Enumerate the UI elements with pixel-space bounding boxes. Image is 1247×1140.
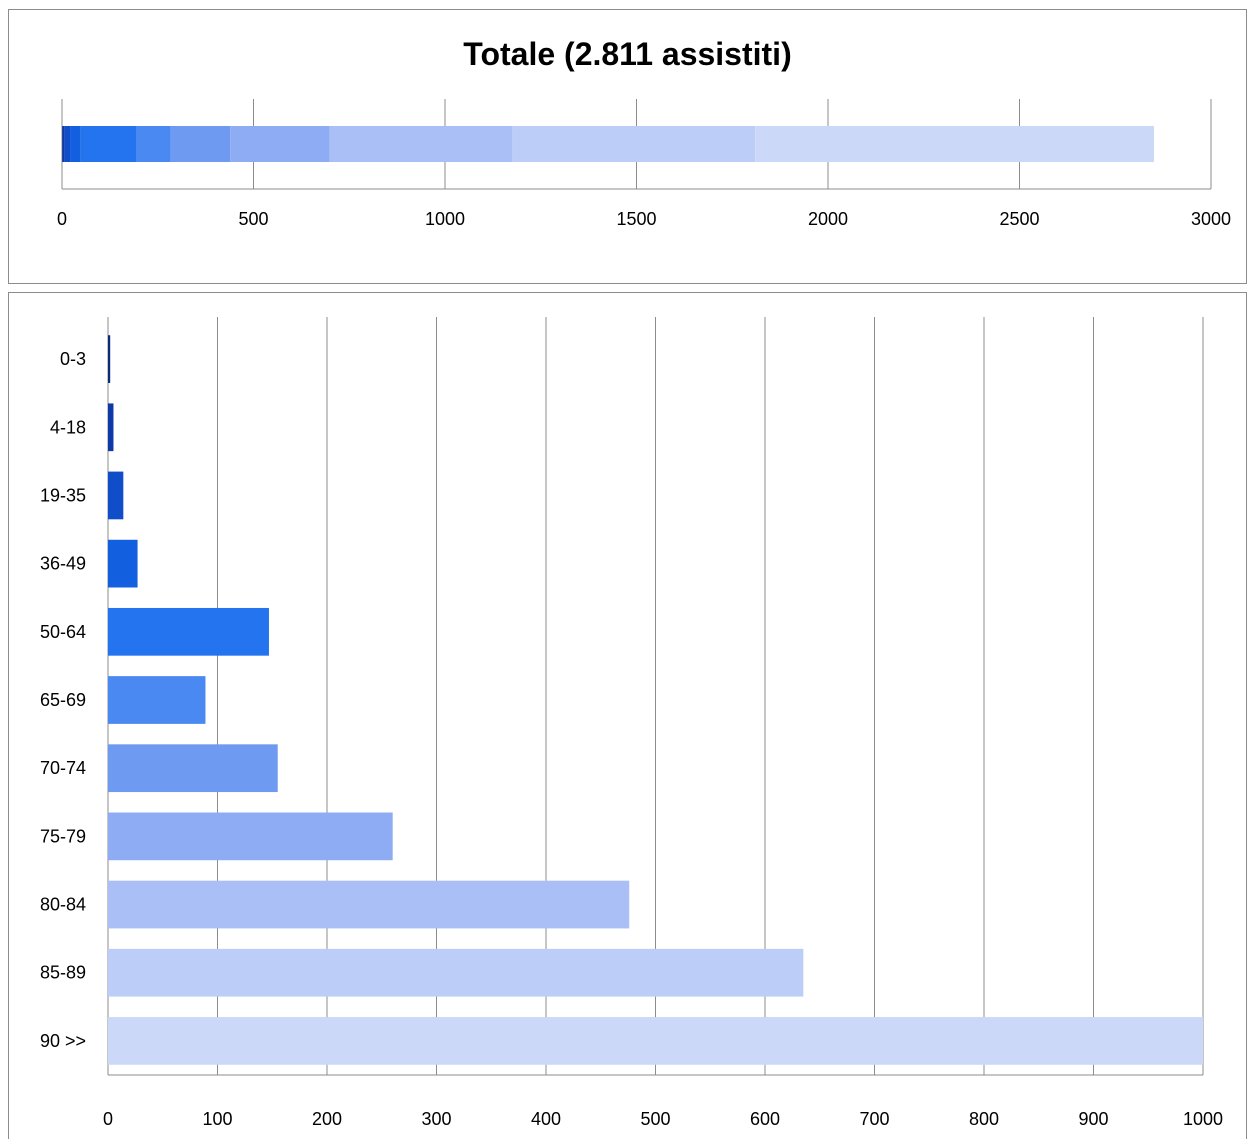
y-category-label: 85-89 <box>40 963 86 983</box>
x-tick-label: 2000 <box>808 209 848 229</box>
bar-4-18 <box>108 403 114 452</box>
stacked-segment-70-74 <box>170 126 231 162</box>
bar-75-79 <box>108 812 393 861</box>
y-category-label: 75-79 <box>40 826 86 846</box>
x-tick-label: 500 <box>238 209 268 229</box>
x-tick-label: 1500 <box>616 209 656 229</box>
stacked-segment-90- <box>755 126 1154 162</box>
stacked-segment-0-3 <box>62 126 63 162</box>
bar-0-3 <box>108 335 111 383</box>
bar-50-64 <box>108 607 269 656</box>
total-stacked-bar-chart: 0 500 1000 1500 2000 2500 3000 <box>57 99 1231 229</box>
y-category-label: 90 >> <box>40 1031 86 1051</box>
x-tick-label: 1000 <box>425 209 465 229</box>
y-category-label: 4-18 <box>50 417 86 437</box>
stacked-segment-75-79 <box>230 126 330 162</box>
x-tick-label: 700 <box>859 1109 889 1129</box>
stacked-segment-80-84 <box>329 126 513 162</box>
x-tick-label: 2500 <box>999 209 1039 229</box>
stacked-segment-85-89 <box>512 126 756 162</box>
stacked-segment-50-64 <box>80 126 137 162</box>
x-tick-label: 0 <box>57 209 67 229</box>
bar-90- <box>108 1017 1203 1065</box>
x-tick-label: 600 <box>750 1109 780 1129</box>
x-tick-label: 3000 <box>1191 209 1231 229</box>
bar-80-84 <box>108 880 630 929</box>
bar-19-35 <box>108 471 124 520</box>
stacked-segment-36-49 <box>70 126 81 162</box>
stacked-segment-4-18 <box>62 126 65 162</box>
y-category-label: 50-64 <box>40 622 86 642</box>
bar-85-89 <box>108 948 804 997</box>
age-group-bar-chart: 0 100 200 300 400 500 600 700 800 900 1000 0-3 4-18 1… <box>40 317 1223 1129</box>
x-tick-label: 0 <box>103 1109 113 1129</box>
stacked-segment-65-69 <box>136 126 171 162</box>
y-category-label: 19-35 <box>40 485 86 505</box>
bar-36-49 <box>108 539 138 588</box>
total-chart-panel: Totale (2.811 assistiti) 0 500 1000 1500 200… <box>8 9 1247 284</box>
chart-title: Totale (2.811 assistiti) <box>463 36 792 72</box>
x-tick-label: 900 <box>1078 1109 1108 1129</box>
y-category-label: 0-3 <box>60 349 86 369</box>
x-tick-label: 100 <box>202 1109 232 1129</box>
stacked-segment-19-35 <box>64 126 71 162</box>
y-category-label: 80-84 <box>40 895 86 915</box>
x-tick-label: 400 <box>531 1109 561 1129</box>
bar-65-69 <box>108 676 206 724</box>
x-tick-label: 200 <box>312 1109 342 1129</box>
x-tick-label: 800 <box>969 1109 999 1129</box>
x-tick-label: 500 <box>640 1109 670 1129</box>
bar-70-74 <box>108 744 278 793</box>
age-group-chart-panel: 0 100 200 300 400 500 600 700 800 900 1000 0-3 4-18 1… <box>8 292 1247 1139</box>
y-category-label: 65-69 <box>40 690 86 710</box>
x-tick-label: 1000 <box>1183 1109 1223 1129</box>
x-tick-label: 300 <box>421 1109 451 1129</box>
y-category-label: 70-74 <box>40 758 86 778</box>
y-category-label: 36-49 <box>40 554 86 574</box>
